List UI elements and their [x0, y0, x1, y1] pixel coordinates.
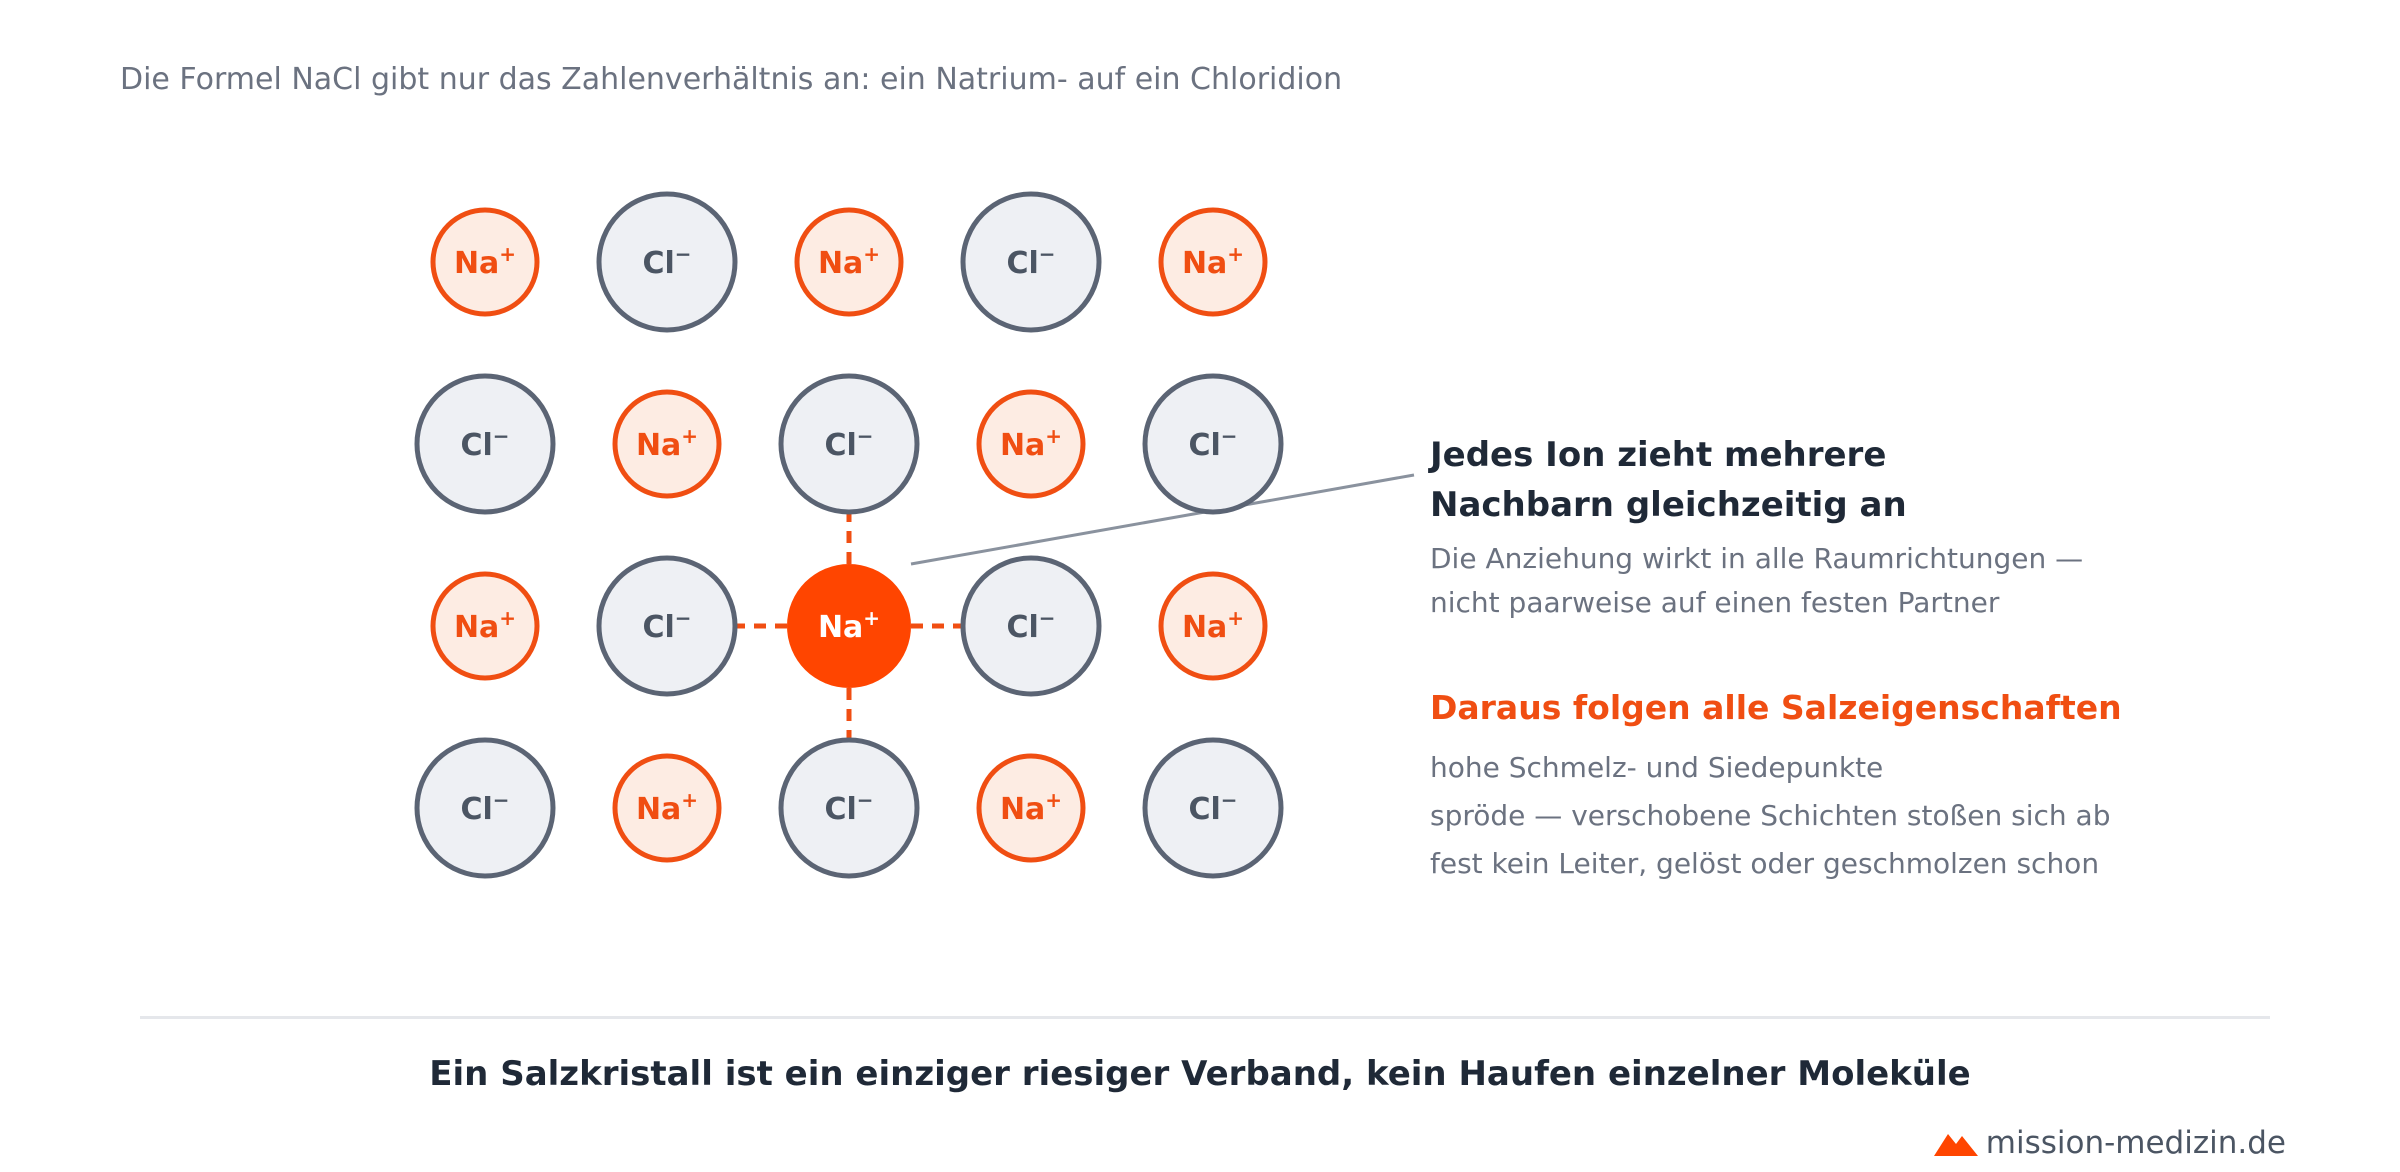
divider	[140, 1016, 2270, 1019]
callout-text: Die Anziehung wirkt in alle Raumrichtung…	[1430, 537, 2110, 625]
callout-text-line-1: Die Anziehung wirkt in alle Raumrichtung…	[1430, 542, 2084, 575]
properties-list: hohe Schmelz- und Siedepunkte spröde — v…	[1430, 744, 2190, 888]
highlighted-na-ion-label: Na+	[818, 606, 880, 645]
conclusion-text: Ein Salzkristall ist ein einziger riesig…	[429, 1054, 1971, 1094]
cl-ion-circle	[1142, 373, 1284, 515]
na-ion-circle	[430, 207, 540, 317]
callout-text-line-2: nicht paarweise auf einen festen Partner	[1430, 586, 2000, 619]
mountain-logo-icon	[1933, 1134, 1978, 1156]
cl-ion-label: Cl−	[1006, 606, 1055, 645]
callout-title-line-1: Jedes Ion zieht mehrere	[1430, 435, 1887, 475]
brand: mission-medizin.de	[1933, 1125, 2286, 1161]
na-ion-circle	[1158, 571, 1268, 681]
na-ion-label: Na+	[1182, 242, 1244, 281]
na-ion-label: Na+	[1000, 788, 1062, 827]
properties-title: Daraus folgen alle Salzeigenschaften	[1430, 688, 2122, 727]
cl-ion-label: Cl−	[642, 242, 691, 281]
subtitle: Die Formel NaCl gibt nur das Zahlenverhä…	[120, 62, 1343, 97]
cl-ion-circle	[596, 191, 738, 333]
na-ion-circle	[794, 207, 904, 317]
na-ion-circle	[612, 753, 722, 863]
na-ion-label: Na+	[818, 242, 880, 281]
cl-ion-label: Cl−	[824, 788, 873, 827]
na-ion-circle	[430, 571, 540, 681]
na-ion-label: Na+	[636, 788, 698, 827]
cl-ion-label: Cl−	[460, 788, 509, 827]
cl-ion-label: Cl−	[642, 606, 691, 645]
na-ion-circle	[976, 389, 1086, 499]
na-ion-label: Na+	[636, 424, 698, 463]
property-item: spröde — verschobene Schichten stoßen si…	[1430, 799, 2111, 832]
cl-ion-circle	[778, 373, 920, 515]
callout-title: Jedes Ion zieht mehrere Nachbarn gleichz…	[1430, 430, 2070, 530]
cl-ion-label: Cl−	[824, 424, 873, 463]
na-ion-circle	[612, 389, 722, 499]
cl-ion-label: Cl−	[1006, 242, 1055, 281]
na-ion-label: Na+	[1182, 606, 1244, 645]
na-ion-circle	[976, 753, 1086, 863]
callout-leader-line	[910, 473, 1415, 566]
callout-title-line-2: Nachbarn gleichzeitig an	[1430, 485, 1907, 525]
na-ion-label: Na+	[454, 606, 516, 645]
cl-ion-circle	[1142, 737, 1284, 879]
cl-ion-circle	[960, 555, 1102, 697]
brand-name: mission-medizin.de	[1985, 1125, 2286, 1161]
cl-ion-label: Cl−	[460, 424, 509, 463]
na-ion-label: Na+	[1000, 424, 1062, 463]
cl-ion-circle	[778, 737, 920, 879]
cl-ion-circle	[960, 191, 1102, 333]
cl-ion-label: Cl−	[1188, 424, 1237, 463]
property-item: fest kein Leiter, gelöst oder geschmolze…	[1430, 847, 2100, 880]
property-item: hohe Schmelz- und Siedepunkte	[1430, 751, 1884, 784]
cl-ion-label: Cl−	[1188, 788, 1237, 827]
na-ion-label: Na+	[454, 242, 516, 281]
cl-ion-circle	[596, 555, 738, 697]
highlighted-na-ion-circle	[787, 564, 911, 688]
na-ion-circle	[1158, 207, 1268, 317]
cl-ion-circle	[414, 737, 556, 879]
cl-ion-circle	[414, 373, 556, 515]
